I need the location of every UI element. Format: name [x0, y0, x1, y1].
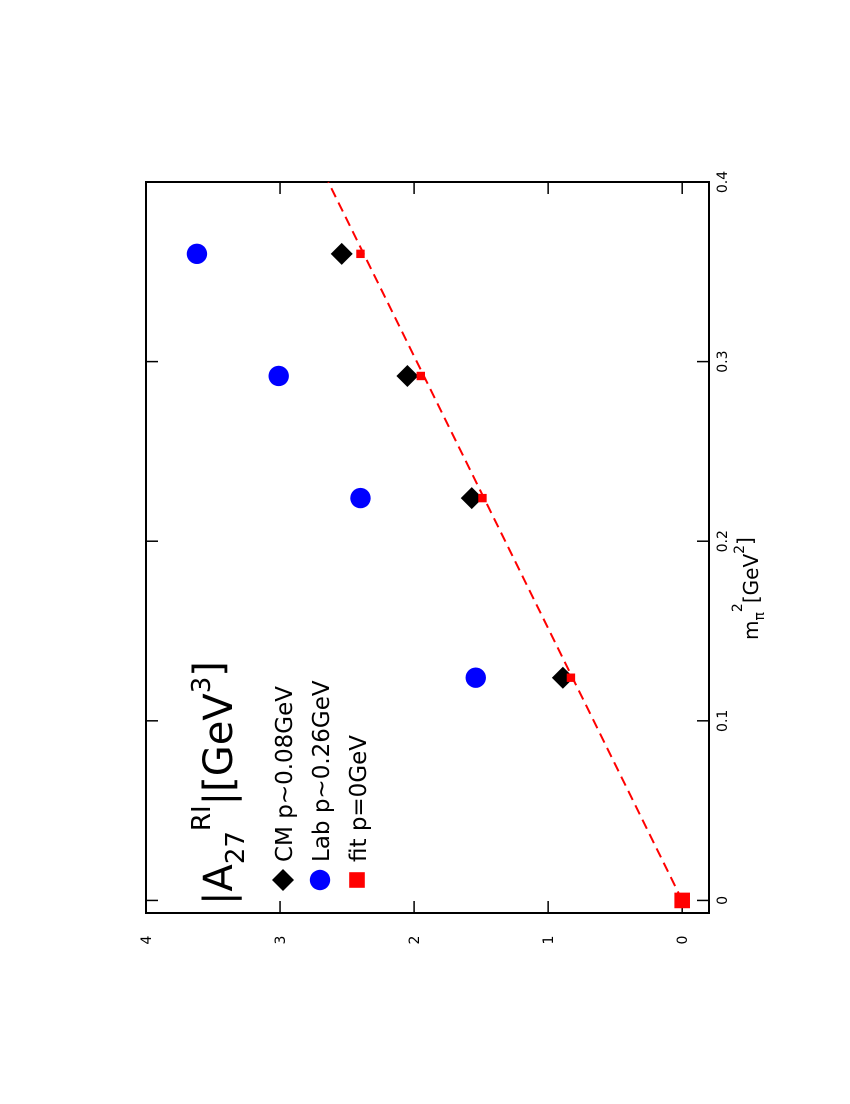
legend-label: Lab p~0.26GeV [309, 680, 335, 862]
square-marker [674, 892, 690, 909]
legend-title: |A27RI|[GeV3] [186, 661, 251, 905]
x-tick-label: 0.4 [715, 171, 731, 193]
diamond-marker [460, 487, 483, 510]
circle-marker [465, 667, 486, 688]
x-label-part: 2 [732, 545, 748, 554]
circle-marker [350, 487, 371, 509]
y-tick-label: 0 [675, 936, 691, 945]
diamond-marker [272, 869, 294, 891]
x-label-part: 2 [730, 603, 746, 612]
x-tick-label: 0 [715, 896, 731, 905]
plot-frame [145, 181, 710, 914]
x-tick-label: 0.1 [715, 710, 731, 732]
x-label-part: π [752, 612, 768, 621]
y-tick-label: 4 [139, 935, 155, 944]
legend-label: CM p~0.08GeV [272, 686, 298, 862]
circle-marker [309, 869, 331, 891]
square-marker [478, 493, 487, 503]
x-tick-label: 0.2 [715, 530, 731, 552]
circle-marker [268, 365, 289, 387]
square-marker [416, 371, 425, 381]
x-label-part: [GeV [739, 554, 763, 604]
title-part: 27 [221, 831, 251, 864]
legend-label: fit p=0GeV [346, 735, 372, 862]
x-label-part: m [739, 621, 763, 640]
fit-line [327, 181, 684, 901]
x-axis-label: mπ2[GeV2] [730, 537, 768, 640]
x-tick-label: 0.3 [715, 350, 731, 372]
diamond-marker [330, 242, 353, 265]
title-part: |[GeV [196, 693, 242, 806]
circle-marker [186, 243, 208, 265]
title-part: |A [196, 864, 242, 905]
title-part: RI [187, 805, 217, 831]
title-part: ] [186, 661, 232, 677]
square-marker [349, 872, 365, 888]
diamond-marker [551, 666, 574, 689]
square-marker [566, 673, 576, 682]
square-marker [356, 249, 365, 259]
y-tick-label: 2 [407, 936, 423, 945]
title-part: 3 [187, 677, 217, 694]
x-label-part: ] [733, 537, 757, 545]
diamond-marker [396, 364, 419, 387]
y-tick-label: 3 [273, 936, 289, 945]
y-tick-label: 1 [541, 936, 557, 945]
